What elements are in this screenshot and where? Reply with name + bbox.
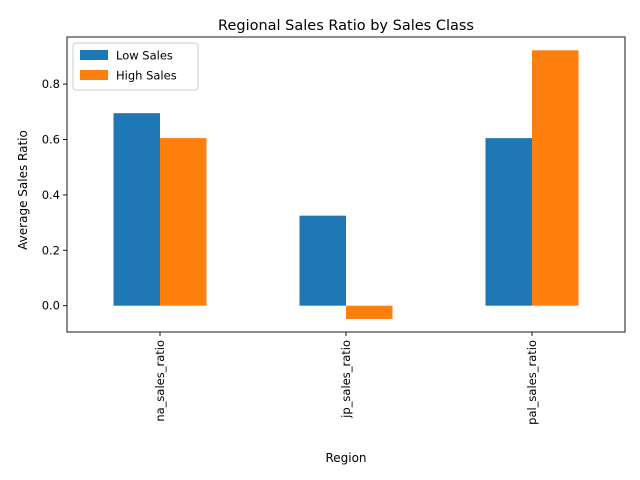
- bar-high-sales-na-sales-ratio: [160, 138, 207, 306]
- legend: Low Sales High Sales: [72, 42, 199, 91]
- y-axis: 0.0 0.2 0.4 0.6 0.8: [42, 77, 67, 313]
- chart-title: Regional Sales Ratio by Sales Class: [218, 18, 474, 34]
- x-tick-label: na_sales_ratio: [153, 340, 167, 422]
- legend-label: Low Sales: [116, 49, 173, 63]
- x-tick-label: pal_sales_ratio: [525, 340, 539, 425]
- x-axis: na_sales_ratio jp_sales_ratio pal_sales_ra…: [153, 332, 539, 425]
- y-tick-label: 0.0: [42, 299, 60, 313]
- bar-low-sales-pal-sales-ratio: [485, 138, 532, 306]
- bars-layer: [113, 50, 579, 319]
- x-axis-label: Region: [325, 451, 366, 465]
- y-tick-label: 0.6: [42, 132, 60, 146]
- legend-label: High Sales: [116, 69, 177, 83]
- bar-low-sales-jp-sales-ratio: [299, 215, 346, 306]
- y-tick-label: 0.2: [42, 243, 60, 257]
- x-tick-label: jp_sales_ratio: [339, 340, 353, 419]
- y-axis-label: Average Sales Ratio: [16, 130, 30, 250]
- bar-low-sales-na-sales-ratio: [113, 113, 160, 306]
- legend-swatch: [80, 70, 108, 80]
- bar-high-sales-jp-sales-ratio: [346, 305, 393, 319]
- bar-high-sales-pal-sales-ratio: [532, 50, 579, 306]
- y-tick-label: 0.8: [42, 77, 60, 91]
- y-tick-label: 0.4: [42, 188, 60, 202]
- legend-swatch: [80, 50, 108, 60]
- plot-frame: [66, 36, 626, 333]
